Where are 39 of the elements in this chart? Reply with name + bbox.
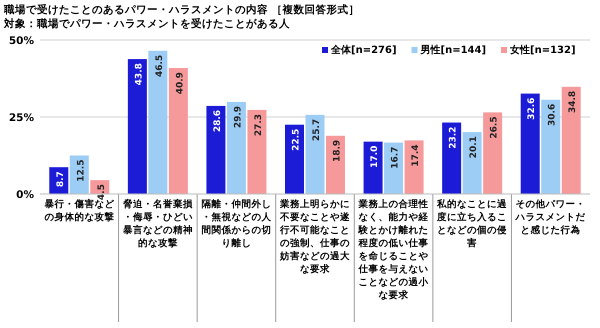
data-label: 25.7 xyxy=(312,118,322,142)
data-label: 34.8 xyxy=(568,90,578,114)
data-label: 43.8 xyxy=(134,63,144,86)
legend-item: 女性[n=132] xyxy=(501,45,576,56)
legend-label: 女性[n=132] xyxy=(509,44,576,56)
data-label: 4.5 xyxy=(96,184,107,200)
y-tick-label: 25% xyxy=(8,112,34,124)
legend-item: 男性[n=144] xyxy=(412,45,486,56)
y-tick-label: 0% xyxy=(16,189,34,201)
data-label: 40.9 xyxy=(175,72,186,94)
title: 職場で受けたことのあるパワー・ハラスメントの内容 ［複数回答形式］ xyxy=(4,4,360,16)
xtick: 業務上の合理性なく、能力や経験とかけ離れた程度の低い仕事を命じることや仕事を与えないことなどの過小な要求 xyxy=(358,198,429,302)
data-label: 29.9 xyxy=(233,106,244,128)
data-label: 27.3 xyxy=(254,114,264,136)
xtick: 隔離・仲間外し・無視などの人間関係からの切り離し xyxy=(201,198,272,250)
data-label: 30.6 xyxy=(548,104,558,126)
xtick: 業務上明らかに不要なことや遂行不可能なことの強制、仕事の妨害などの過大な要求 xyxy=(280,198,350,276)
data-label: 17.4 xyxy=(411,144,422,167)
legend-item: 全体[n=276] xyxy=(322,45,397,56)
data-label: 46.5 xyxy=(154,54,165,77)
legend-label: 男性[n=144] xyxy=(420,44,486,56)
data-label: 22.5 xyxy=(292,128,302,151)
data-label: 32.6 xyxy=(527,98,538,120)
xtick: 私的なことに過度に立ち入ることなどの個の侵害 xyxy=(436,198,508,250)
xtick: 脅迫・名誉棄損・侮辱・ひどい暴言などの精神的な攻撃 xyxy=(122,198,194,250)
subtitle: 対象：職場でパワー・ハラスメントを受けたことがある人 xyxy=(4,18,290,30)
legend-label: 全体[n=276] xyxy=(330,44,397,56)
data-label: 23.2 xyxy=(448,126,459,149)
data-label: 18.9 xyxy=(332,140,342,162)
data-label: 16.7 xyxy=(390,146,401,169)
xtick: その他パワー・ハラスメントだと感じた行為 xyxy=(515,198,586,237)
data-label: 12.5 xyxy=(76,160,86,182)
data-label: 20.1 xyxy=(469,136,480,158)
y-tick-label: 50% xyxy=(8,35,34,47)
xtick: 暴行・傷害などの身体的な攻撃 xyxy=(44,198,115,224)
data-label: 28.6 xyxy=(212,110,223,132)
data-label: 17.0 xyxy=(370,146,380,168)
data-label: 8.7 xyxy=(56,171,66,188)
data-label: 26.5 xyxy=(490,116,500,139)
